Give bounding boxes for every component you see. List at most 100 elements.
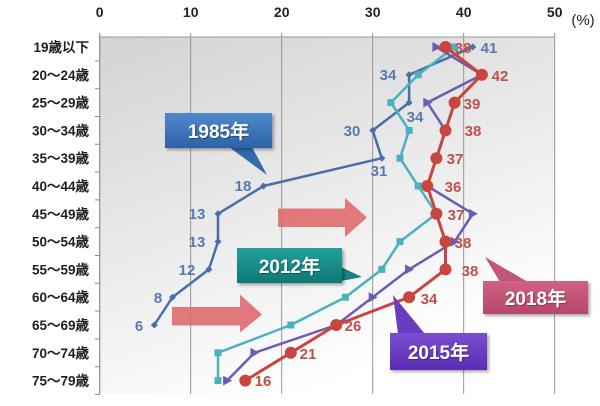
circle-marker [439, 263, 452, 276]
x-unit-label: (%) [571, 12, 594, 29]
data-label: 34 [407, 109, 424, 126]
circle-marker [430, 207, 443, 220]
circle-marker [448, 96, 461, 109]
square-marker [451, 43, 459, 51]
data-label: 39 [464, 96, 481, 113]
right-arrow-icon [278, 198, 367, 237]
square-marker [396, 238, 404, 246]
data-label: 38 [455, 40, 472, 57]
square-marker [214, 349, 222, 357]
circle-marker [439, 41, 452, 53]
data-label: 12 [179, 262, 196, 279]
data-label: 26 [345, 318, 362, 335]
triangle-marker [368, 292, 378, 303]
callout-pointer-2015 [393, 295, 425, 334]
callout-label: 1985年 [187, 122, 250, 143]
data-label: 6 [135, 318, 143, 335]
y-category-label: 50～54歳 [32, 234, 90, 250]
data-series: 4134343031181313128638423938373637383834… [135, 40, 509, 390]
circle-marker [284, 346, 297, 359]
triangle-marker [405, 264, 415, 275]
y-category-label: 40～44歳 [32, 178, 90, 194]
x-tick-label: 20 [274, 4, 290, 20]
y-category-label: 65～69歳 [32, 317, 90, 333]
circle-marker [330, 319, 343, 331]
data-label: 34 [421, 291, 438, 308]
series-1985年: 41 34 34 30 31 18 13 13 12 86 [135, 40, 498, 335]
circle-marker [439, 124, 452, 137]
y-category-label: 20～24歳 [32, 67, 90, 83]
callout-pointer-2018 [485, 257, 528, 282]
data-label: 18 [235, 178, 252, 195]
data-label: 16 [255, 373, 272, 390]
data-label: 8 [154, 290, 162, 307]
y-category-label: 19歳以下 [33, 39, 89, 55]
diamond-marker [214, 210, 222, 218]
triangle-marker [423, 97, 433, 108]
diamond-marker [260, 182, 267, 190]
circle-marker [403, 291, 416, 304]
data-label: 21 [300, 346, 317, 363]
callout-label: 2018年 [504, 289, 567, 310]
callout-label: 2015年 [407, 343, 470, 364]
y-category-label: 70～74歳 [32, 345, 90, 361]
x-tick-label: 30 [365, 4, 381, 20]
data-label: 42 [492, 68, 509, 85]
triangle-marker [223, 375, 233, 386]
y-category-label: 55～59歳 [32, 261, 90, 277]
trend-arrows [172, 198, 367, 333]
circle-marker [430, 152, 443, 165]
data-label: 13 [189, 206, 206, 223]
data-label: 37 [448, 207, 465, 224]
diamond-marker [405, 99, 413, 107]
callout-2015: 2015年 [390, 333, 487, 370]
square-marker [341, 293, 349, 301]
square-marker [214, 377, 222, 385]
data-label: 31 [371, 163, 388, 180]
circle-marker [439, 235, 452, 248]
square-marker [378, 265, 386, 273]
diamond-marker [150, 321, 158, 329]
circle-marker [239, 374, 252, 387]
callout-1985: 1985年 [165, 113, 272, 148]
right-arrow-icon [172, 294, 262, 333]
callout-pointer-2012 [341, 267, 362, 281]
diamond-marker [214, 238, 222, 246]
data-label: 13 [189, 234, 206, 251]
diamond-marker [369, 126, 377, 134]
square-marker [414, 182, 422, 190]
data-label: 30 [344, 123, 361, 140]
diamond-marker [205, 265, 213, 273]
triangle-marker [468, 208, 478, 219]
data-label: 38 [465, 123, 482, 140]
circle-marker [421, 180, 434, 192]
square-marker [414, 71, 422, 79]
circle-marker [475, 68, 488, 81]
diamond-marker [405, 71, 413, 79]
x-tick-label: 10 [183, 4, 199, 20]
y-category-label: 75～79歳 [32, 373, 90, 389]
y-category-label: 35～39歳 [32, 150, 90, 166]
square-marker [387, 99, 395, 107]
y-category-label: 60～64歳 [32, 289, 90, 305]
data-label: 41 [481, 40, 498, 57]
y-category-label: 25～29歳 [32, 95, 90, 111]
triangle-marker [432, 42, 442, 52]
data-label: 38 [455, 235, 472, 252]
diamond-marker [169, 293, 176, 301]
square-marker [405, 126, 413, 134]
callout-pointer-1985 [229, 147, 267, 175]
x-tick-label: 50 [547, 4, 563, 20]
diamond-marker [469, 43, 477, 51]
data-label: 38 [462, 263, 479, 280]
callout-pointers [229, 147, 528, 334]
triangle-marker [250, 347, 260, 358]
x-tick-label: 0 [96, 4, 104, 20]
square-marker [287, 321, 295, 329]
y-category-label: 45～49歳 [32, 206, 90, 222]
square-marker [396, 154, 404, 162]
data-label: 37 [447, 151, 464, 168]
callout-label: 2012年 [258, 257, 321, 278]
